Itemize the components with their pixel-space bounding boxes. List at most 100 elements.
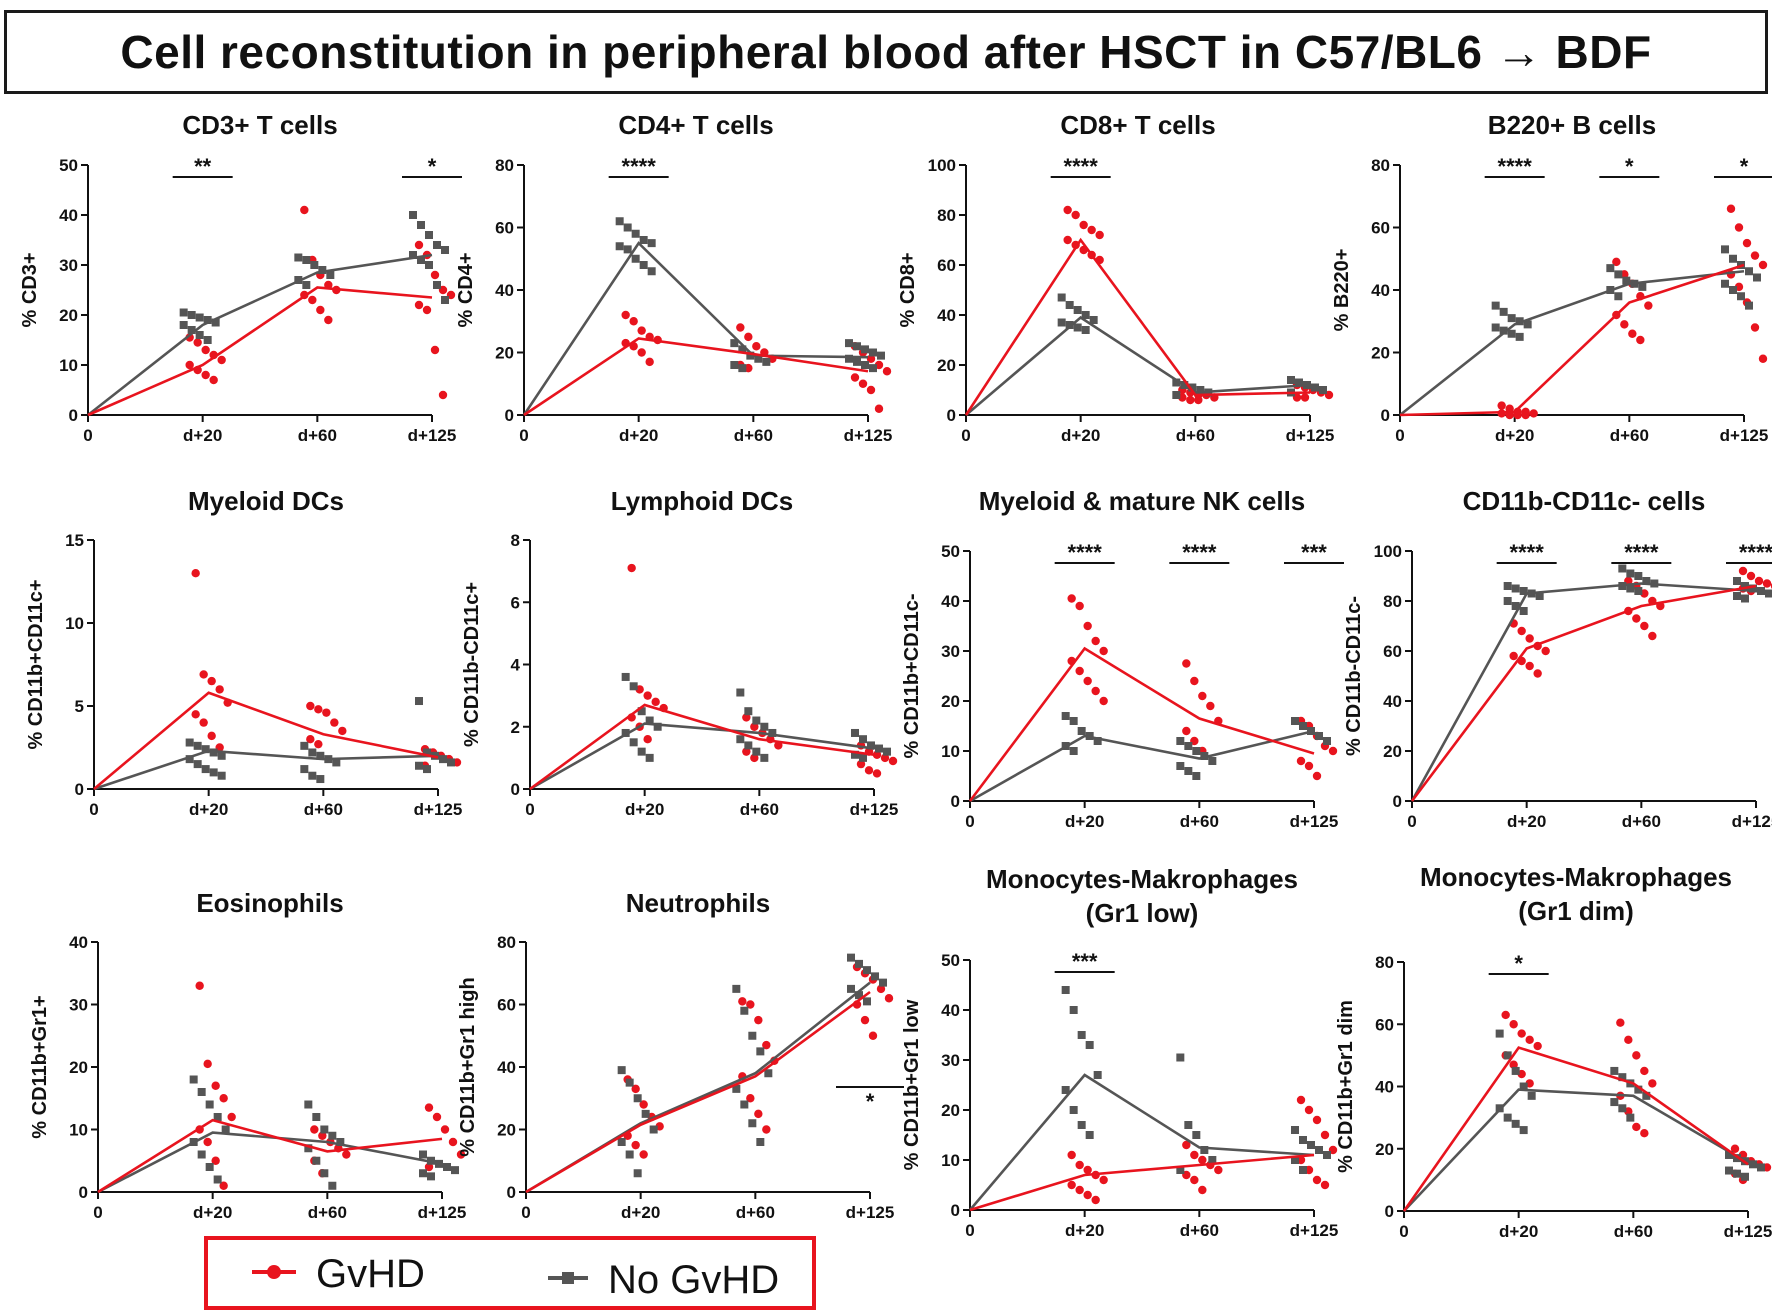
- no-gvhd-point: [308, 748, 317, 757]
- y-tick-label: 0: [1393, 792, 1402, 811]
- gvhd-point: [1083, 1190, 1092, 1200]
- gvhd-point: [1501, 1010, 1510, 1020]
- y-tick-label: 0: [951, 1201, 960, 1220]
- no-gvhd-point: [433, 281, 441, 289]
- no-gvhd-point: [205, 1100, 214, 1109]
- no-gvhd-point: [433, 241, 441, 249]
- legend-gvhd-marker: [267, 1265, 281, 1279]
- no-gvhd-mean-line: [969, 729, 1315, 803]
- no-gvhd-point: [1307, 1141, 1315, 1149]
- gvhd-point: [1738, 566, 1748, 576]
- gvhd-point: [872, 769, 882, 778]
- no-gvhd-point: [1323, 1151, 1331, 1159]
- no-gvhd-point: [217, 771, 226, 780]
- gvhd-point: [754, 1109, 763, 1119]
- no-gvhd-point: [1192, 747, 1201, 755]
- gvhd-point: [227, 1112, 236, 1122]
- x-tick-label: d+125: [408, 426, 457, 445]
- no-gvhd-point: [641, 1109, 650, 1118]
- panel-1: CD3+ T cells % CD3+ 0 10 20 30 40 50 0 d+20 d+60 d+…: [19, 110, 462, 445]
- no-gvhd-point: [1069, 747, 1078, 755]
- no-gvhd-point: [639, 236, 648, 244]
- gvhd-point: [736, 323, 745, 332]
- y-tick-label: 10: [941, 1151, 960, 1170]
- no-gvhd-point: [189, 1075, 198, 1084]
- gvhd-point: [203, 1059, 212, 1069]
- gvhd-point: [874, 404, 884, 413]
- y-tick-label: 80: [495, 156, 514, 175]
- gvhd-mean-line: [97, 1118, 443, 1194]
- y-tick-label: 0: [507, 1183, 516, 1202]
- gvhd-point: [211, 1156, 220, 1165]
- legend-gvhd-label: GvHD: [316, 1252, 425, 1296]
- x-tick-label: d+125: [1720, 426, 1769, 445]
- no-gvhd-point: [1192, 772, 1201, 780]
- legend-markers: [252, 1265, 588, 1284]
- no-gvhd-point: [1200, 1146, 1209, 1154]
- y-tick-label: 0: [511, 780, 520, 799]
- y-tick-label: 40: [59, 206, 78, 225]
- gvhd-point: [338, 726, 347, 736]
- gvhd-point: [643, 735, 652, 744]
- y-tick-label: 20: [495, 344, 514, 363]
- no-gvhd-point: [415, 697, 423, 706]
- no-gvhd-point: [217, 751, 226, 760]
- gvhd-point: [1075, 1185, 1084, 1195]
- no-gvhd-point: [629, 682, 638, 691]
- no-gvhd-point: [736, 688, 745, 697]
- no-gvhd-point: [1614, 270, 1623, 279]
- significance-label: ****: [1068, 540, 1103, 565]
- no-gvhd-point: [312, 1113, 321, 1121]
- gvhd-point: [1640, 621, 1649, 631]
- panel-title: Monocytes-Makrophages: [986, 864, 1298, 894]
- gvhd-point: [856, 759, 866, 769]
- no-gvhd-point: [861, 361, 869, 369]
- no-gvhd-point: [205, 1163, 214, 1171]
- no-gvhd-point: [320, 1169, 329, 1178]
- no-gvhd-point: [1299, 722, 1307, 730]
- x-tick-label: d+60: [736, 1203, 775, 1222]
- y-tick-label: 0: [947, 406, 956, 425]
- y-tick-label: 60: [937, 256, 956, 275]
- panel-title: Eosinophils: [196, 888, 343, 918]
- gvhd-point: [1099, 696, 1108, 706]
- no-gvhd-point: [312, 1156, 321, 1165]
- no-gvhd-point: [187, 326, 196, 334]
- gvhd-point: [752, 342, 761, 351]
- gvhd-point: [207, 731, 216, 741]
- no-gvhd-point: [1527, 1091, 1536, 1100]
- y-tick-label: 40: [937, 306, 956, 325]
- y-tick-label: 0: [1381, 406, 1390, 425]
- gvhd-point: [762, 1040, 771, 1050]
- gvhd-point: [314, 739, 323, 749]
- no-gvhd-point: [738, 364, 747, 373]
- x-tick-label: d+125: [846, 1203, 895, 1222]
- no-gvhd-point: [851, 728, 859, 737]
- gvhd-point: [1750, 251, 1760, 260]
- gvhd-point: [1758, 354, 1768, 363]
- gvhd-point: [888, 756, 898, 766]
- gvhd-point: [199, 718, 208, 727]
- no-gvhd-point: [1519, 1126, 1528, 1135]
- no-gvhd-point: [855, 959, 863, 968]
- no-gvhd-point: [316, 751, 325, 760]
- gvhd-point: [1099, 1175, 1108, 1185]
- no-gvhd-point: [302, 256, 311, 264]
- no-gvhd-point: [1511, 1119, 1520, 1128]
- no-gvhd-point: [740, 1100, 749, 1109]
- x-tick-label: 0: [83, 426, 92, 445]
- no-gvhd-point: [211, 318, 220, 327]
- gvhd-point: [414, 240, 424, 250]
- x-tick-label: 0: [965, 812, 974, 831]
- x-tick-label: d+20: [625, 800, 664, 819]
- gvhd-point: [448, 1137, 458, 1147]
- gvhd-point: [308, 295, 317, 305]
- gvhd-point: [211, 1081, 220, 1090]
- no-gvhd-point: [310, 261, 319, 269]
- gvhd-point: [424, 1162, 434, 1172]
- gvhd-point: [1726, 204, 1736, 213]
- gvhd-mean-line: [529, 703, 875, 791]
- panel-title: CD8+ T cells: [1060, 110, 1215, 140]
- gvhd-point: [1312, 1115, 1322, 1125]
- y-tick-label: 80: [1383, 592, 1402, 611]
